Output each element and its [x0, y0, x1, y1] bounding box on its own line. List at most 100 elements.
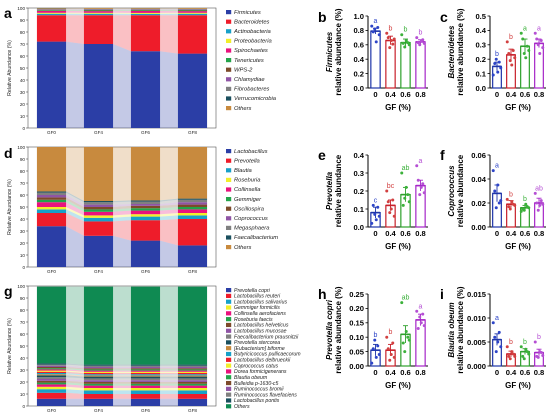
bar-segment — [130, 382, 161, 384]
data-point — [415, 309, 419, 313]
bar-segment — [130, 374, 161, 376]
data-point — [494, 206, 498, 210]
connector-band — [66, 199, 84, 212]
legend-entry: Others — [234, 245, 251, 251]
x-tick-label: 0.6 — [400, 368, 411, 377]
legend-entry: Others — [234, 106, 251, 112]
bar-segment — [177, 375, 208, 377]
data-point — [536, 43, 540, 47]
x-tick-label: GF0 — [47, 269, 56, 274]
bar-segment — [130, 367, 161, 369]
bar-segment — [130, 385, 161, 388]
connector-band — [113, 204, 131, 207]
bar-segment — [83, 385, 114, 388]
bar-chart-i: i 0.000 0.005 0.010 0.015 Blautia obeum relati… — [440, 286, 546, 390]
connector-band — [160, 376, 178, 379]
connector-band — [113, 200, 131, 203]
data-point — [519, 345, 523, 349]
significance-letter: a — [523, 25, 527, 32]
connector-band — [66, 380, 84, 384]
bar-segment — [177, 378, 208, 381]
data-point — [403, 350, 407, 354]
connector-band — [66, 207, 84, 218]
data-point — [371, 30, 375, 34]
connector-band — [113, 10, 131, 12]
y-tick-label: 30 — [20, 90, 26, 95]
connector-band — [113, 378, 131, 381]
bar-segment — [177, 15, 208, 54]
data-point — [386, 347, 390, 351]
data-point — [373, 27, 377, 31]
data-point — [522, 208, 526, 212]
bar-chart-b: b 0.0 0.2 0.4 0.6 0.8 1.0 Firmicutes relative ab… — [318, 8, 428, 112]
bar-segment — [83, 15, 114, 44]
bar-segment — [130, 208, 161, 211]
data-point — [418, 315, 422, 319]
bar-segment — [36, 10, 67, 13]
data-point — [386, 36, 390, 40]
y-tick-label: 0.3 — [475, 41, 486, 50]
connector-band — [113, 8, 131, 9]
data-point — [491, 169, 495, 173]
data-point — [421, 182, 425, 186]
connector-band — [113, 376, 131, 379]
data-point — [391, 42, 395, 46]
data-point — [525, 350, 529, 354]
bar-segment — [83, 365, 114, 367]
y-tick-label: 0.4 — [353, 151, 364, 160]
bar-segment — [36, 392, 67, 399]
connector-band — [66, 197, 84, 210]
y-tick-label: 70 — [20, 42, 26, 47]
y-tick-label: 90 — [20, 18, 26, 23]
bar-segment — [130, 214, 161, 217]
bar-segment — [36, 377, 67, 379]
data-point — [519, 209, 523, 213]
data-point — [527, 49, 531, 53]
connector-band — [113, 375, 131, 377]
bar-segment — [177, 394, 208, 399]
data-point — [541, 46, 545, 50]
connector-band — [160, 51, 178, 129]
connector-band — [66, 375, 84, 379]
x-tick-label: 0.4 — [506, 90, 517, 99]
data-point — [422, 191, 426, 195]
bar-segment — [130, 378, 161, 381]
connector-band — [66, 367, 84, 370]
connector-band — [160, 388, 178, 391]
legend-swatch — [226, 168, 232, 173]
data-point — [376, 26, 380, 30]
bar-segment — [83, 369, 114, 371]
connector-band — [66, 9, 84, 11]
significance-letter: b — [523, 339, 527, 346]
connector-band — [66, 382, 84, 386]
legend-swatch — [226, 149, 232, 154]
connector-band — [113, 374, 131, 376]
bar-segment — [83, 367, 114, 369]
stacked-chart-a: a 0 10 20 30 40 50 60 70 80 90 100 Relative Abundanc… — [4, 5, 277, 135]
y-tick-label: 1.0 — [353, 12, 364, 21]
data-point — [508, 59, 512, 63]
y-tick-label: 0.0 — [475, 84, 486, 93]
connector-band — [160, 209, 178, 215]
connector-band — [66, 192, 84, 205]
connector-band — [160, 215, 178, 221]
significance-letter: b — [509, 339, 513, 346]
bar-segment — [83, 11, 114, 13]
y-tick-label: 70 — [20, 181, 26, 186]
x-axis-label: GF (%) — [505, 103, 531, 112]
legend-entry: Collinsella aerofaciens — [234, 311, 286, 317]
x-axis-label: GF (%) — [505, 381, 531, 390]
bar-segment — [130, 394, 161, 399]
connector-band — [113, 380, 131, 382]
legend-swatch — [226, 29, 232, 34]
connector-band — [160, 9, 178, 11]
connector-band — [113, 235, 131, 267]
bar-segment — [36, 286, 67, 364]
significance-letter: b — [495, 51, 499, 58]
connector-band — [160, 375, 178, 377]
x-tick-label: 0.8 — [415, 368, 426, 377]
data-point — [535, 37, 539, 41]
connector-band — [66, 384, 84, 388]
data-point — [385, 31, 389, 35]
connector-band — [113, 364, 131, 366]
